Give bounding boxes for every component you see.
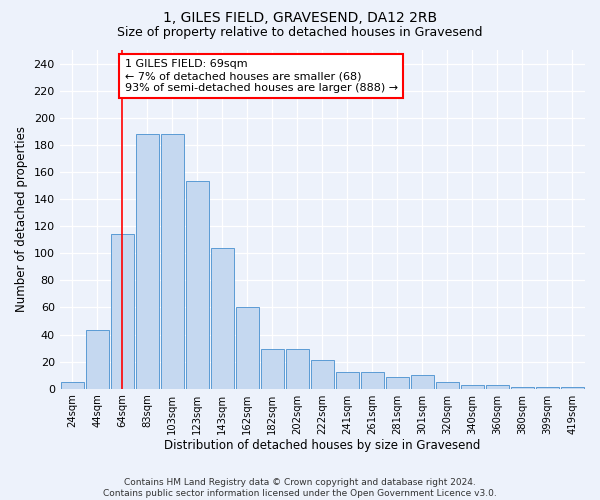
Bar <box>261 350 284 389</box>
Text: Contains HM Land Registry data © Crown copyright and database right 2024.
Contai: Contains HM Land Registry data © Crown c… <box>103 478 497 498</box>
Bar <box>161 134 184 388</box>
Bar <box>86 330 109 388</box>
Text: Size of property relative to detached houses in Gravesend: Size of property relative to detached ho… <box>117 26 483 39</box>
Y-axis label: Number of detached properties: Number of detached properties <box>15 126 28 312</box>
Bar <box>461 384 484 388</box>
Bar <box>411 375 434 388</box>
Text: 1 GILES FIELD: 69sqm
← 7% of detached houses are smaller (68)
93% of semi-detach: 1 GILES FIELD: 69sqm ← 7% of detached ho… <box>125 60 398 92</box>
Bar <box>110 234 134 388</box>
Bar <box>211 248 234 388</box>
Bar <box>386 376 409 388</box>
Bar <box>436 382 459 388</box>
X-axis label: Distribution of detached houses by size in Gravesend: Distribution of detached houses by size … <box>164 440 481 452</box>
Text: 1, GILES FIELD, GRAVESEND, DA12 2RB: 1, GILES FIELD, GRAVESEND, DA12 2RB <box>163 11 437 25</box>
Bar <box>236 308 259 388</box>
Bar <box>311 360 334 388</box>
Bar <box>286 350 309 389</box>
Bar <box>486 384 509 388</box>
Bar <box>186 182 209 388</box>
Bar <box>361 372 384 388</box>
Bar <box>336 372 359 388</box>
Bar <box>61 382 83 388</box>
Bar <box>136 134 159 388</box>
